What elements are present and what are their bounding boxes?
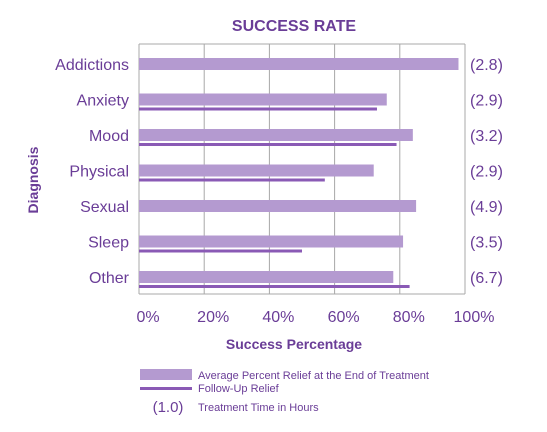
x-tick-40: 40% [262, 309, 294, 326]
category-label-addictions: Addictions [55, 57, 129, 74]
hours-label-anxiety: (2.9) [470, 93, 503, 110]
follow-up-series [139, 107, 410, 288]
category-label-other: Other [89, 270, 130, 287]
hours-label-addictions: (2.8) [470, 57, 503, 74]
legend-hours-example: (1.0) [153, 399, 184, 416]
bar-other [139, 271, 394, 283]
category-label-anxiety: Anxiety [77, 93, 129, 110]
x-tick-0: 0% [136, 309, 159, 326]
category-labels: Addictions Anxiety Mood Physical Sexual Sleep… [55, 57, 130, 287]
x-tick-80: 80% [393, 309, 425, 326]
bar-series [139, 58, 459, 283]
hours-label-other: (6.7) [470, 270, 503, 287]
follow-up-line-anxiety [139, 107, 377, 111]
bar-mood [139, 129, 413, 141]
category-label-physical: Physical [69, 164, 129, 181]
grid [138, 43, 466, 295]
follow-up-line-sleep [139, 249, 302, 253]
x-tick-labels: 0% 20% 40% 60% 80% 100% [136, 309, 494, 326]
y-axis-label: Diagnosis [25, 146, 41, 213]
x-tick-60: 60% [328, 309, 360, 326]
treatment-hours-labels: (2.8) (2.9) (3.2) (2.9) (4.9) (3.5) (6.7) [470, 57, 503, 287]
legend-line-label: Follow-Up Relief [198, 383, 280, 395]
bar-physical [139, 164, 374, 177]
bar-addictions [139, 58, 459, 70]
follow-up-line-physical [139, 178, 325, 182]
legend-line-swatch [140, 387, 192, 390]
hours-label-mood: (3.2) [470, 128, 503, 145]
category-label-sexual: Sexual [80, 199, 129, 216]
category-label-mood: Mood [89, 128, 129, 145]
chart-title: SUCCESS RATE [232, 18, 356, 35]
category-label-sleep: Sleep [88, 235, 129, 252]
follow-up-line-mood [139, 143, 397, 146]
hours-label-sleep: (3.5) [470, 235, 503, 252]
legend-bar-label: Average Percent Relief at the End of Tre… [198, 370, 429, 382]
follow-up-line-other [139, 285, 410, 288]
hours-label-sexual: (4.9) [470, 199, 503, 216]
bar-sexual [139, 200, 417, 212]
hours-label-physical: (2.9) [470, 164, 503, 181]
x-tick-20: 20% [197, 309, 229, 326]
bar-anxiety [139, 93, 387, 106]
x-axis-label: Success Percentage [226, 336, 362, 352]
x-tick-100: 100% [454, 309, 495, 326]
legend-bar-swatch [140, 369, 192, 380]
bar-sleep [139, 235, 404, 248]
legend-hours-label: Treatment Time in Hours [198, 402, 319, 414]
legend: Average Percent Relief at the End of Tre… [140, 369, 429, 416]
